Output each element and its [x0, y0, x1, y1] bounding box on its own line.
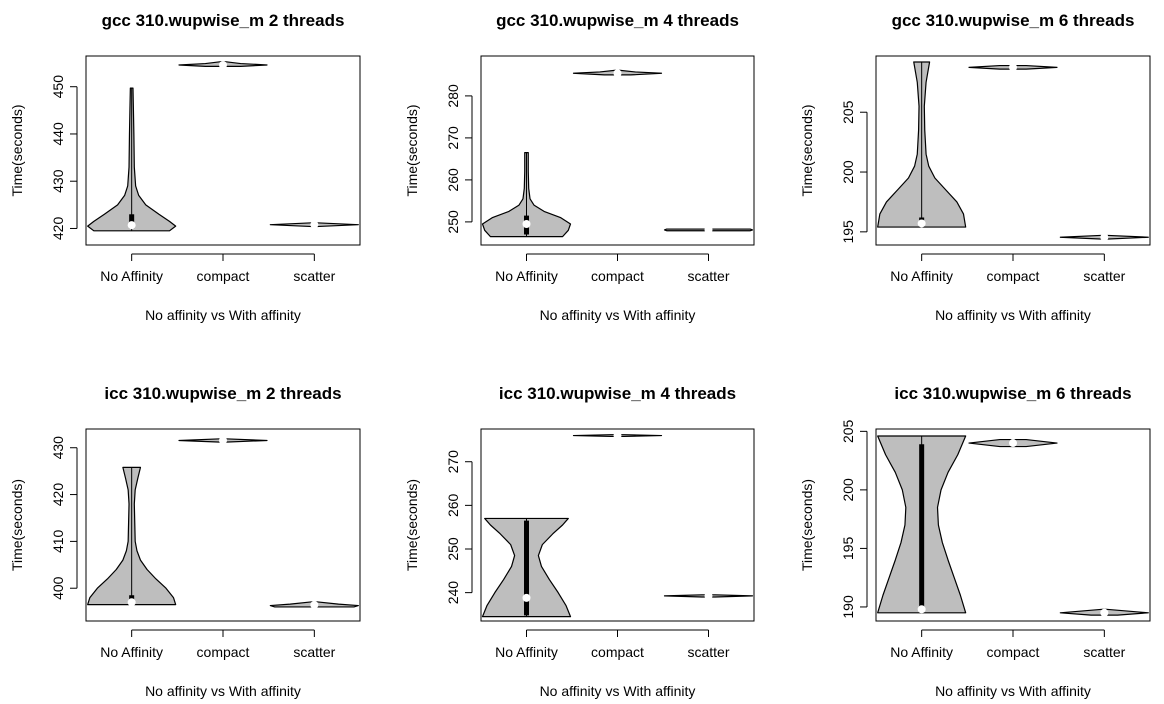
plot-frame: [480, 55, 755, 246]
plot-frame: [85, 55, 361, 246]
x-tick-label: No Affinity: [100, 644, 163, 660]
panel-3: gcc 310.wupwise_m 6 threads No affinity v…: [799, 11, 1151, 323]
median-point: [917, 219, 926, 228]
chart-title: icc 310.wupwise_m 6 threads: [894, 384, 1131, 403]
x-tick-label: No Affinity: [890, 644, 953, 660]
plot-frame: [875, 55, 1151, 246]
y-tick-label: 410: [50, 529, 66, 553]
panel-1: gcc 310.wupwise_m 2 threads No affinity v…: [9, 11, 361, 323]
median-point: [127, 221, 136, 230]
median-point: [613, 69, 622, 78]
median-point: [613, 431, 622, 440]
median-point: [1009, 63, 1017, 72]
panel-5: icc 310.wupwise_m 4 threads No affinity v…: [404, 384, 755, 699]
y-tick-label: 200: [840, 160, 856, 184]
y-tick-label: 450: [50, 75, 66, 99]
y-tick-label: 240: [445, 581, 461, 605]
x-tick-label: No Affinity: [100, 268, 163, 284]
median-point: [704, 225, 713, 234]
median-point: [127, 598, 136, 607]
y-tick-label: 200: [840, 478, 856, 502]
chart-title: icc 310.wupwise_m 2 threads: [104, 384, 341, 403]
y-tick-label: 270: [445, 126, 461, 150]
y-tick-label: 205: [840, 419, 856, 443]
y-tick-label: 420: [50, 217, 66, 241]
median-point: [310, 220, 319, 229]
x-axis-label: No affinity vs With affinity: [145, 683, 301, 699]
x-tick-label: No Affinity: [495, 268, 558, 284]
x-axis-label: No affinity vs With affinity: [145, 307, 301, 323]
y-tick-label: 430: [50, 169, 66, 193]
y-tick-label: 440: [50, 122, 66, 146]
y-tick-label: 400: [50, 576, 66, 600]
y-axis-label: Time(seconds): [799, 104, 815, 196]
median-point: [1100, 233, 1109, 242]
y-tick-label: 250: [445, 210, 461, 234]
y-tick-label: 205: [840, 100, 856, 124]
median-point: [219, 436, 227, 445]
panel-2: gcc 310.wupwise_m 4 threads No affinity v…: [404, 11, 755, 323]
x-axis-label: No affinity vs With affinity: [540, 683, 696, 699]
chart-title: gcc 310.wupwise_m 6 threads: [892, 11, 1135, 30]
x-axis-label: No affinity vs With affinity: [540, 307, 696, 323]
median-point: [1100, 608, 1109, 617]
y-tick-label: 260: [445, 168, 461, 192]
x-tick-label: No Affinity: [890, 268, 953, 284]
y-tick-label: 270: [445, 450, 461, 474]
plot-frame: [85, 428, 361, 622]
median-point: [310, 600, 319, 609]
y-axis-label: Time(seconds): [404, 479, 420, 571]
x-tick-label: compact: [591, 644, 644, 660]
panel-6: icc 310.wupwise_m 6 threads No affinity v…: [799, 384, 1151, 699]
x-tick-label: compact: [987, 268, 1040, 284]
x-tick-label: compact: [197, 268, 250, 284]
y-axis-label: Time(seconds): [404, 104, 420, 196]
y-tick-label: 280: [445, 84, 461, 108]
y-tick-label: 420: [50, 483, 66, 507]
x-axis-label: No affinity vs With affinity: [935, 683, 1091, 699]
median-point: [704, 591, 713, 600]
y-tick-label: 260: [445, 493, 461, 517]
y-tick-label: 430: [50, 436, 66, 460]
x-axis-label: No affinity vs With affinity: [935, 307, 1091, 323]
y-axis-label: Time(seconds): [9, 479, 25, 571]
x-tick-label: compact: [197, 644, 250, 660]
y-tick-label: 190: [840, 595, 856, 619]
y-tick-label: 250: [445, 537, 461, 561]
x-tick-label: compact: [987, 644, 1040, 660]
plot-frame: [875, 428, 1151, 622]
plot-frame: [480, 428, 755, 622]
median-point: [522, 220, 531, 228]
x-tick-label: scatter: [687, 268, 729, 284]
x-tick-label: No Affinity: [495, 644, 558, 660]
median-point: [1009, 439, 1017, 448]
y-axis-label: Time(seconds): [9, 104, 25, 196]
chart-title: icc 310.wupwise_m 4 threads: [499, 384, 736, 403]
chart-title: gcc 310.wupwise_m 4 threads: [496, 11, 739, 30]
x-tick-label: scatter: [1083, 268, 1125, 284]
x-tick-label: scatter: [293, 268, 335, 284]
panel-4: icc 310.wupwise_m 2 threads No affinity v…: [9, 384, 361, 699]
median-point: [522, 593, 531, 602]
chart-title: gcc 310.wupwise_m 2 threads: [102, 11, 345, 30]
x-tick-label: scatter: [1083, 644, 1125, 660]
x-tick-label: compact: [591, 268, 644, 284]
median-point: [219, 60, 227, 69]
x-tick-label: scatter: [687, 644, 729, 660]
y-tick-label: 195: [840, 220, 856, 244]
y-tick-label: 195: [840, 537, 856, 561]
y-axis-label: Time(seconds): [799, 479, 815, 571]
median-point: [917, 605, 926, 614]
x-tick-label: scatter: [293, 644, 335, 660]
